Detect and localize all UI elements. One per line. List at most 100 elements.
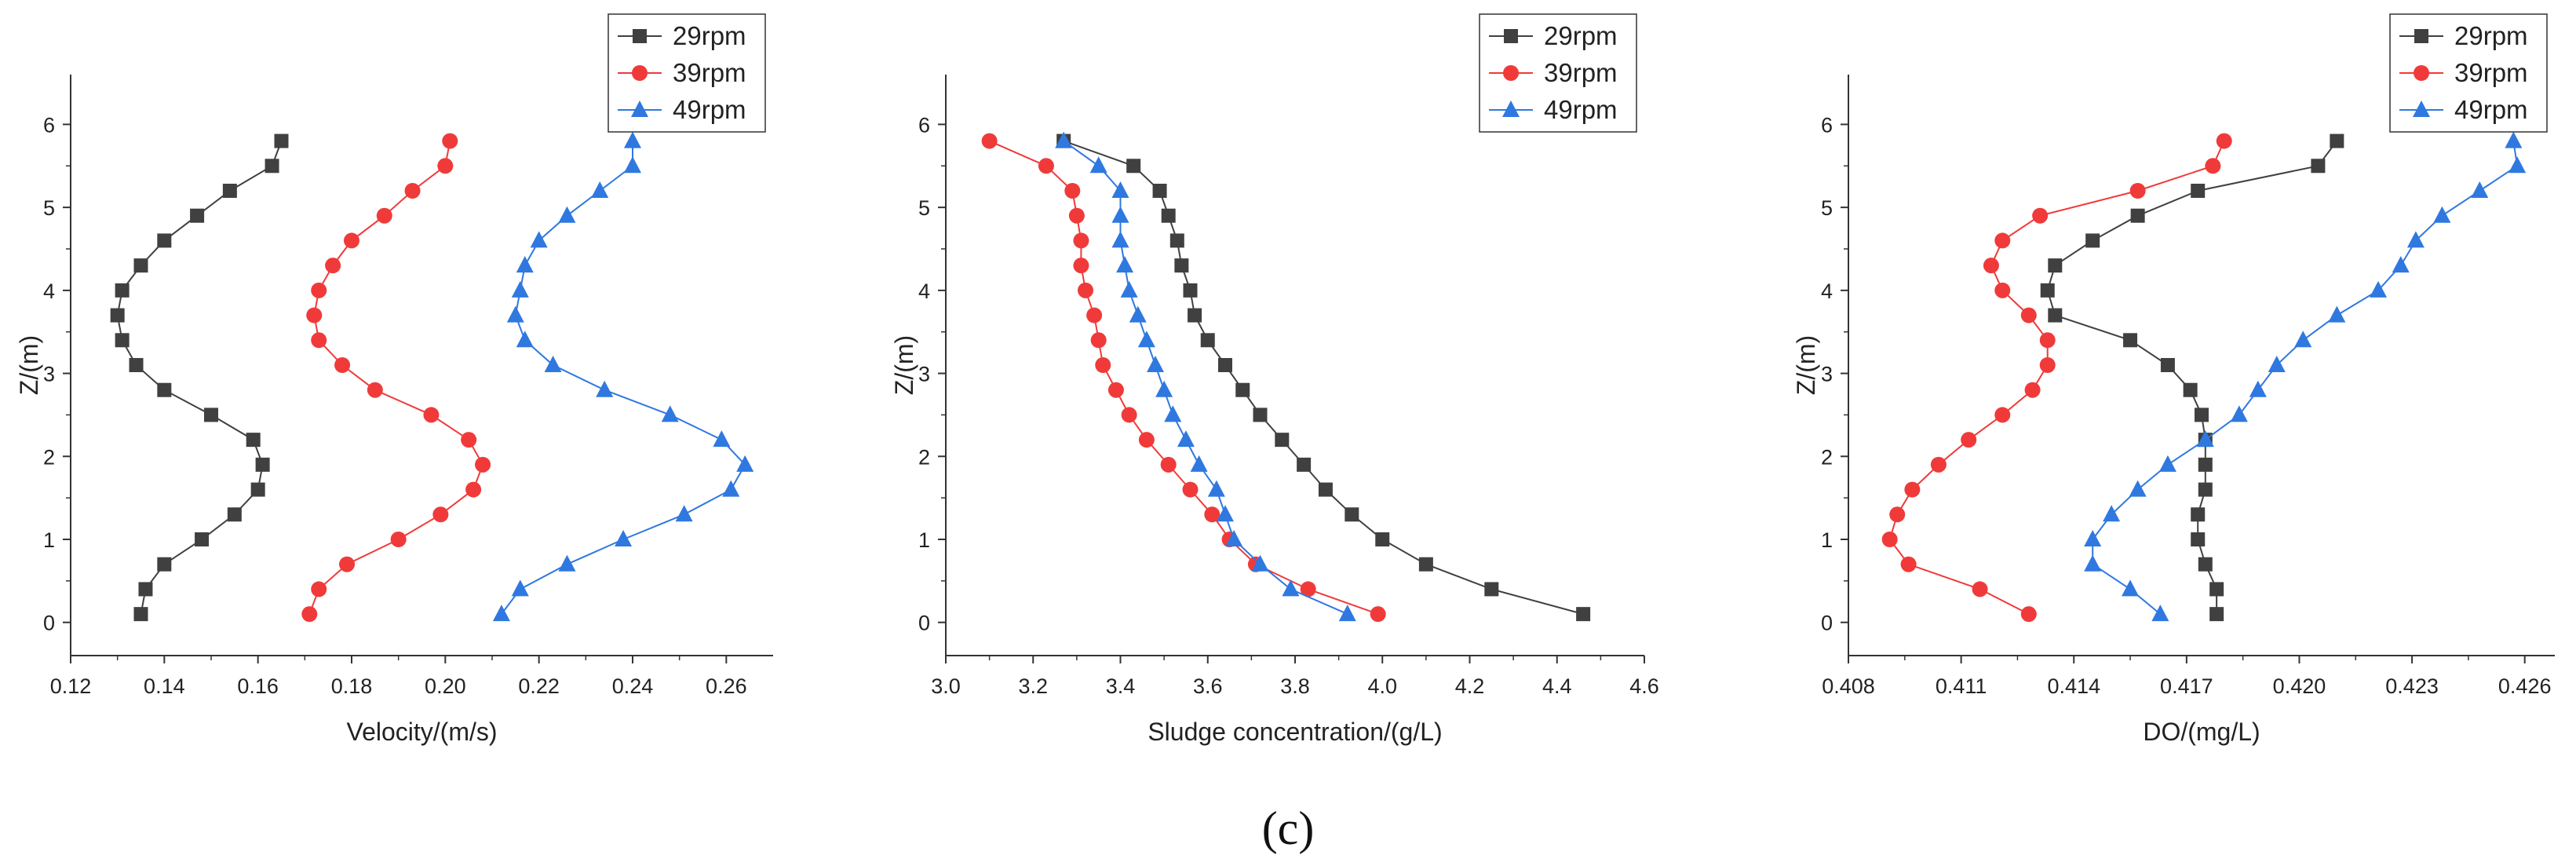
data-point [1297, 457, 1312, 472]
data-point [1275, 433, 1290, 448]
data-point [1169, 233, 1184, 248]
data-point [1090, 332, 1107, 349]
x-tick-label: 3.0 [931, 674, 961, 698]
data-point [2191, 184, 2206, 198]
data-point [530, 231, 548, 248]
x-tick-label: 0.16 [237, 674, 279, 698]
legend-marker [1502, 100, 1520, 117]
data-point [1126, 159, 1141, 174]
y-tick-label: 5 [918, 196, 930, 220]
data-point [1418, 557, 1433, 572]
data-point [2048, 258, 2063, 273]
data-point [344, 232, 359, 249]
y-tick-label: 4 [1821, 280, 1833, 303]
data-point [1881, 532, 1898, 547]
x-tick-label: 3.2 [1018, 674, 1048, 698]
x-axis-title: DO/(mg/L) [2143, 718, 2260, 746]
data-point [511, 579, 529, 597]
x-tick-label: 3.8 [1280, 674, 1310, 698]
data-point [157, 557, 172, 572]
data-point [2151, 605, 2169, 622]
data-point [325, 258, 341, 274]
series-49rpm [2084, 131, 2527, 622]
data-point [2129, 183, 2146, 199]
y-tick-label: 2 [918, 445, 930, 469]
series-29rpm [110, 133, 289, 622]
data-point [2084, 554, 2102, 572]
data-point [1338, 605, 1356, 622]
data-point [1930, 456, 1947, 473]
x-tick-label: 0.20 [425, 674, 466, 698]
data-point [465, 481, 482, 498]
data-point [981, 133, 998, 149]
y-tick-label: 3 [43, 363, 55, 386]
data-point [311, 581, 327, 597]
data-point [2505, 131, 2523, 148]
data-point [1116, 256, 1134, 273]
x-tick-label: 4.2 [1455, 674, 1485, 698]
data-point [1994, 282, 2011, 298]
data-point [1111, 181, 1129, 198]
legend-label: 49rpm [2454, 95, 2528, 124]
data-point [442, 133, 458, 149]
data-point [1182, 481, 1199, 498]
data-point [1204, 506, 1220, 523]
data-point [2268, 356, 2286, 372]
x-tick-label: 4.0 [1367, 674, 1397, 698]
data-point [2024, 382, 2041, 398]
data-point [2392, 256, 2410, 273]
data-point [2039, 357, 2056, 373]
legend-label: 29rpm [1544, 21, 1618, 50]
data-point [1073, 232, 1089, 249]
data-point [2294, 331, 2312, 348]
data-point [1889, 506, 1906, 523]
y-tick-label: 1 [43, 528, 55, 552]
data-point [367, 382, 383, 398]
data-point [1111, 206, 1129, 223]
data-point [1161, 208, 1176, 223]
data-point [404, 183, 421, 199]
series-line [2092, 141, 2519, 615]
data-point [2249, 380, 2267, 397]
data-point [1183, 283, 1198, 298]
x-tick-label: 0.423 [2385, 674, 2439, 698]
legend-marker [631, 100, 648, 117]
legend-marker [1503, 65, 1519, 81]
data-point [1164, 405, 1182, 422]
series-29rpm [1056, 133, 1591, 622]
x-tick-label: 0.18 [331, 674, 373, 698]
data-point [1345, 507, 1359, 522]
data-point [2406, 231, 2425, 248]
data-point [2158, 455, 2176, 472]
data-point [1086, 307, 1103, 323]
data-point [2130, 208, 2145, 223]
data-point [2048, 308, 2063, 323]
data-point [2020, 307, 2037, 323]
y-tick-label: 6 [1821, 113, 1833, 137]
x-tick-label: 0.426 [2498, 674, 2552, 698]
x-tick-label: 4.4 [1542, 674, 1572, 698]
series-39rpm [1881, 133, 2232, 623]
y-tick-label: 5 [43, 196, 55, 220]
data-point [1225, 530, 1243, 546]
data-point [506, 305, 524, 323]
data-point [265, 159, 279, 174]
legend-marker [632, 65, 648, 81]
legend-label: 49rpm [673, 95, 746, 124]
data-point [339, 556, 356, 572]
data-point [274, 133, 289, 148]
data-point [2123, 333, 2138, 348]
data-point [675, 505, 693, 522]
data-point [1073, 258, 1089, 274]
legend-marker [2413, 100, 2430, 117]
x-tick-label: 0.420 [2273, 674, 2326, 698]
data-point [1200, 333, 1215, 348]
data-point [2084, 530, 2102, 546]
data-point [1089, 156, 1107, 174]
data-point [423, 407, 440, 423]
x-tick-label: 0.417 [2160, 674, 2213, 698]
data-point [1078, 282, 1093, 298]
data-point [1055, 131, 1073, 148]
data-point [615, 530, 633, 546]
